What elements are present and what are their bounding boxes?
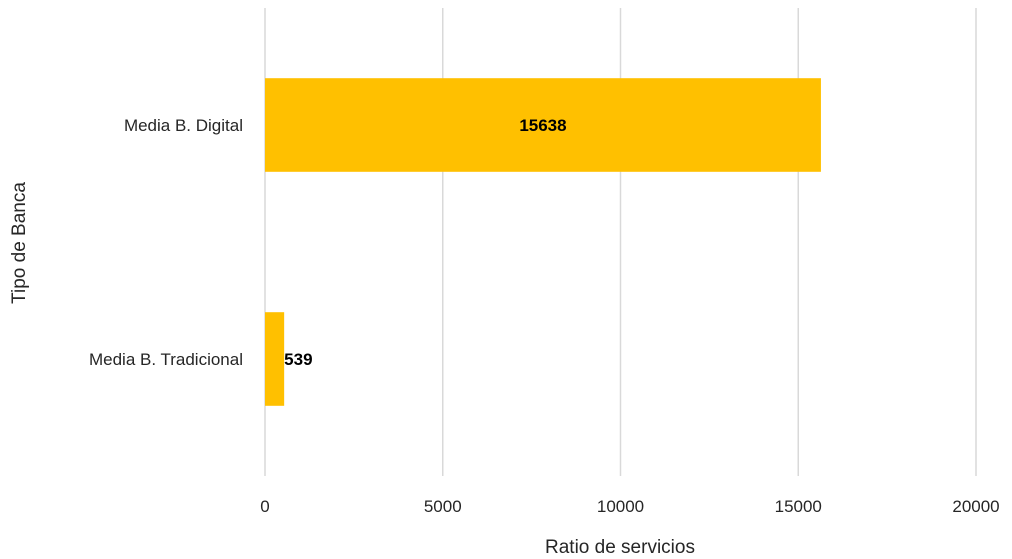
x-tick-label-10000: 10000	[597, 497, 644, 516]
x-tick-label-20000: 20000	[952, 497, 999, 516]
x-axis-title: Ratio de servicios	[545, 537, 695, 558]
x-tick-labels: 0 5000 10000 15000 20000	[260, 497, 999, 516]
data-label-1: 15638	[519, 116, 566, 135]
x-tick-label-0: 0	[260, 497, 269, 516]
x-tick-label-5000: 5000	[424, 497, 462, 516]
y-axis-title: Tipo de Banca	[9, 182, 30, 304]
category-label-1: Media B. Digital	[124, 116, 243, 135]
category-labels: Media B. Digital Media B. Tradicional	[89, 116, 243, 369]
bar-2	[265, 312, 284, 406]
x-tick-label-15000: 15000	[775, 497, 822, 516]
data-label-2: 539	[284, 350, 312, 369]
category-label-2: Media B. Tradicional	[89, 350, 243, 369]
